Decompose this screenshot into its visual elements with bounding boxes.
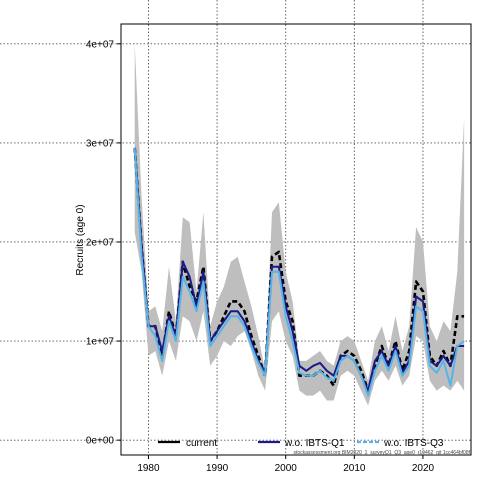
series-lines: [133, 147, 465, 397]
y-tick-label-3: 3e+07: [86, 138, 115, 149]
x-tick-label-3: 2010: [343, 463, 366, 474]
x-axis: 1980 1990 2000 2010 2020: [137, 455, 435, 474]
footnote: stockassessment.org BIM2020_1_surveyQ1_Q…: [293, 450, 470, 456]
grid: [0, 0, 471, 455]
legend-label-current: current: [186, 438, 217, 449]
x-tick-label-4: 2020: [412, 463, 435, 474]
confidence-band-area: [134, 43, 465, 406]
y-tick-label-4: 4e+07: [86, 39, 115, 50]
y-axis-title: Recruits (age 0): [75, 204, 86, 275]
legend-label-wo-ibts-q1: w.o. IBTS-Q1: [284, 438, 345, 449]
legend-label-wo-ibts-q3: w.o. IBTS-Q3: [383, 438, 444, 449]
y-tick-label-1: 1e+07: [86, 337, 115, 348]
legend: current w.o. IBTS-Q1 w.o. IBTS-Q3: [158, 438, 444, 449]
y-axis: 0e+00 1e+07 2e+07 3e+07 4e+07: [86, 39, 121, 447]
confidence-band: [134, 43, 465, 406]
x-tick-label-2: 2000: [275, 463, 298, 474]
y-tick-label-2: 2e+07: [86, 237, 115, 248]
series-line-current: [133, 147, 465, 392]
y-tick-label-0: 0e+00: [86, 436, 115, 447]
plot-frame: [120, 23, 472, 456]
x-tick-label-1: 1990: [206, 463, 229, 474]
x-tick-label-0: 1980: [137, 463, 160, 474]
series-line-w-o-ibts-q3: [133, 147, 465, 397]
